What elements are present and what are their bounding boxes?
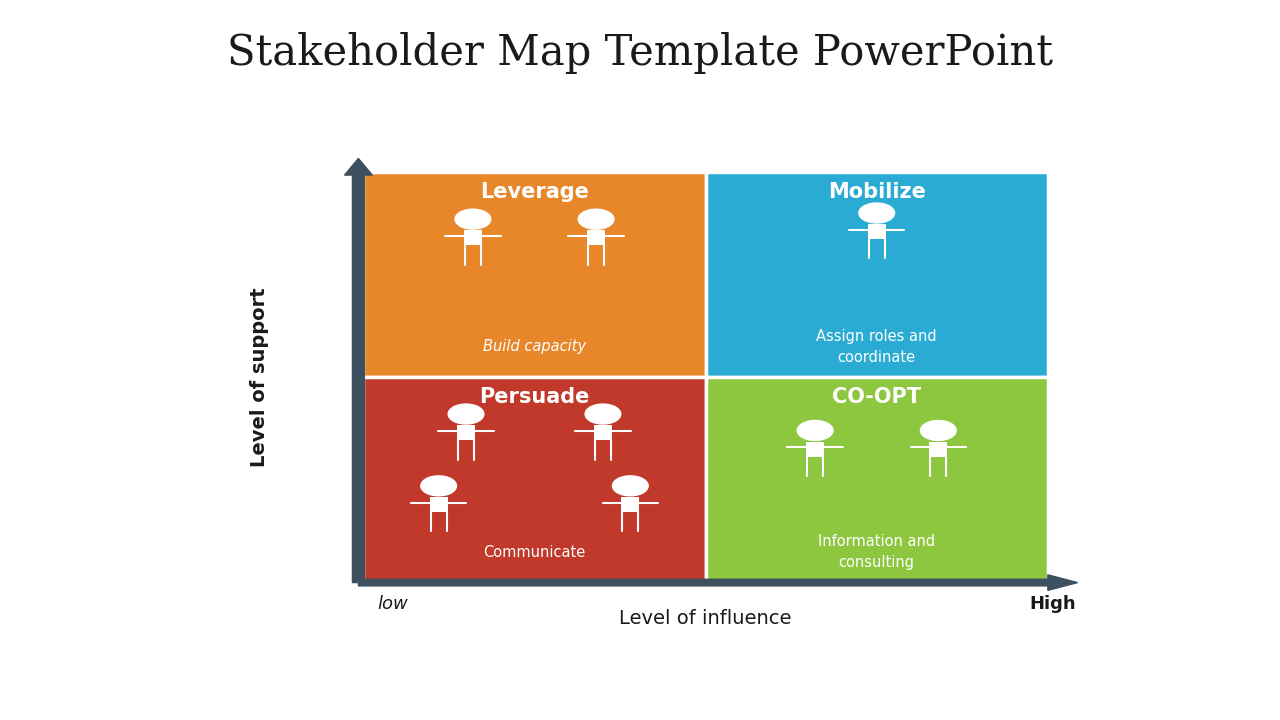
FancyBboxPatch shape — [868, 224, 886, 239]
Text: CO-OPT: CO-OPT — [832, 387, 922, 408]
Circle shape — [920, 420, 956, 441]
Text: low: low — [378, 595, 408, 613]
FancyBboxPatch shape — [594, 425, 612, 440]
Circle shape — [612, 476, 648, 496]
Text: Level of influence: Level of influence — [620, 609, 792, 628]
Circle shape — [421, 476, 457, 496]
Circle shape — [585, 404, 621, 424]
FancyBboxPatch shape — [463, 230, 481, 246]
Bar — [364, 377, 705, 582]
Circle shape — [579, 210, 614, 229]
FancyBboxPatch shape — [929, 441, 947, 456]
Text: Build capacity: Build capacity — [483, 339, 586, 354]
Text: Level of support: Level of support — [250, 288, 269, 467]
Text: Communicate: Communicate — [484, 544, 586, 559]
FancyBboxPatch shape — [621, 497, 639, 512]
Text: Assign roles and
coordinate: Assign roles and coordinate — [817, 329, 937, 365]
FancyArrow shape — [344, 158, 372, 582]
Bar — [705, 377, 1048, 582]
Bar — [705, 172, 1048, 377]
FancyBboxPatch shape — [588, 230, 605, 246]
FancyBboxPatch shape — [457, 425, 475, 440]
Circle shape — [448, 404, 484, 424]
Bar — [364, 172, 705, 377]
FancyBboxPatch shape — [430, 497, 448, 512]
FancyArrow shape — [358, 575, 1078, 590]
Circle shape — [454, 210, 490, 229]
Circle shape — [797, 420, 833, 441]
Text: Stakeholder Map Template PowerPoint: Stakeholder Map Template PowerPoint — [227, 32, 1053, 74]
Text: Persuade: Persuade — [479, 387, 590, 408]
Text: Leverage: Leverage — [480, 182, 589, 202]
Text: Mobilize: Mobilize — [828, 182, 925, 202]
Circle shape — [859, 203, 895, 223]
FancyBboxPatch shape — [806, 441, 824, 456]
Text: Information and
consulting: Information and consulting — [818, 534, 936, 570]
Text: High: High — [1029, 595, 1076, 613]
